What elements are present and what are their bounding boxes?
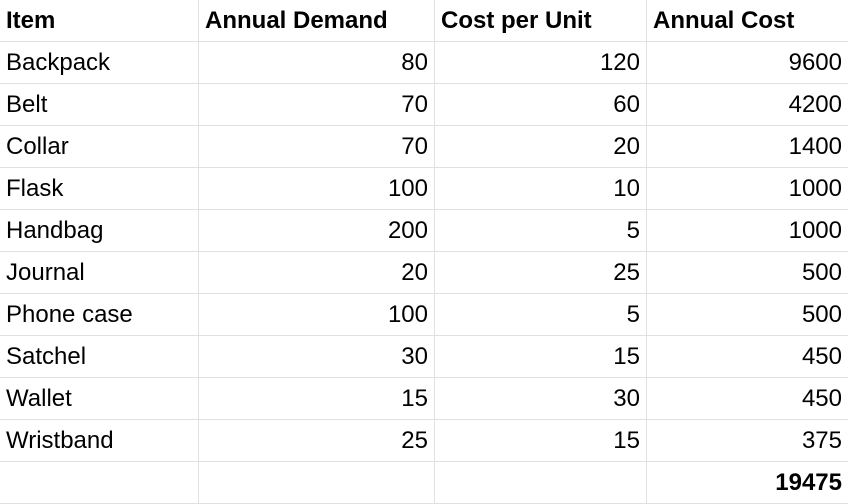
cell-annual-cost[interactable]: 375 bbox=[647, 420, 848, 462]
total-row: 19475 bbox=[0, 462, 848, 504]
cell-annual-cost[interactable]: 1000 bbox=[647, 210, 848, 252]
cell-annual-cost[interactable]: 4200 bbox=[647, 84, 848, 126]
cell-annual-cost[interactable]: 1000 bbox=[647, 168, 848, 210]
cell-item[interactable]: Collar bbox=[0, 126, 199, 168]
cell-annual-cost[interactable]: 1400 bbox=[647, 126, 848, 168]
total-annual-cost-cell[interactable]: 19475 bbox=[647, 462, 848, 504]
cell-annual-demand[interactable]: 100 bbox=[199, 294, 435, 336]
cell-cost-per-unit[interactable]: 5 bbox=[435, 294, 647, 336]
cell-annual-cost[interactable]: 450 bbox=[647, 378, 848, 420]
cell-cost-per-unit[interactable]: 120 bbox=[435, 42, 647, 84]
cell-item[interactable]: Flask bbox=[0, 168, 199, 210]
table-row: Satchel 30 15 450 bbox=[0, 336, 848, 378]
cell-annual-demand[interactable]: 70 bbox=[199, 84, 435, 126]
cell-annual-cost[interactable]: 450 bbox=[647, 336, 848, 378]
cell-item[interactable]: Journal bbox=[0, 252, 199, 294]
cell-cost-per-unit[interactable]: 60 bbox=[435, 84, 647, 126]
cell-item[interactable]: Wallet bbox=[0, 378, 199, 420]
cell-item[interactable]: Phone case bbox=[0, 294, 199, 336]
header-cell-annual-cost[interactable]: Annual Cost bbox=[647, 0, 848, 42]
cell-annual-demand[interactable]: 15 bbox=[199, 378, 435, 420]
table-row: Wallet 15 30 450 bbox=[0, 378, 848, 420]
header-cell-annual-demand[interactable]: Annual Demand bbox=[199, 0, 435, 42]
cell-cost-per-unit[interactable]: 15 bbox=[435, 336, 647, 378]
cell-annual-demand[interactable]: 100 bbox=[199, 168, 435, 210]
cell-cost-per-unit[interactable]: 20 bbox=[435, 126, 647, 168]
table-row: Backpack 80 120 9600 bbox=[0, 42, 848, 84]
header-cell-cost-per-unit[interactable]: Cost per Unit bbox=[435, 0, 647, 42]
cell-annual-demand[interactable]: 25 bbox=[199, 420, 435, 462]
cell-annual-demand[interactable]: 70 bbox=[199, 126, 435, 168]
cell-annual-demand[interactable]: 20 bbox=[199, 252, 435, 294]
cell-cost-per-unit[interactable]: 25 bbox=[435, 252, 647, 294]
table-row: Journal 20 25 500 bbox=[0, 252, 848, 294]
empty-cell[interactable] bbox=[0, 462, 199, 504]
cell-item[interactable]: Belt bbox=[0, 84, 199, 126]
table-row: Belt 70 60 4200 bbox=[0, 84, 848, 126]
empty-cell[interactable] bbox=[435, 462, 647, 504]
cell-item[interactable]: Wristband bbox=[0, 420, 199, 462]
table-row: Flask 100 10 1000 bbox=[0, 168, 848, 210]
cell-item[interactable]: Backpack bbox=[0, 42, 199, 84]
cell-annual-demand[interactable]: 80 bbox=[199, 42, 435, 84]
table-row: Wristband 25 15 375 bbox=[0, 420, 848, 462]
header-row: Item Annual Demand Cost per Unit Annual … bbox=[0, 0, 848, 42]
cell-annual-cost[interactable]: 500 bbox=[647, 294, 848, 336]
cell-item[interactable]: Satchel bbox=[0, 336, 199, 378]
table-row: Handbag 200 5 1000 bbox=[0, 210, 848, 252]
header-cell-item[interactable]: Item bbox=[0, 0, 199, 42]
cell-annual-cost[interactable]: 9600 bbox=[647, 42, 848, 84]
empty-cell[interactable] bbox=[199, 462, 435, 504]
cell-annual-demand[interactable]: 30 bbox=[199, 336, 435, 378]
table-row: Collar 70 20 1400 bbox=[0, 126, 848, 168]
table-row: Phone case 100 5 500 bbox=[0, 294, 848, 336]
cell-cost-per-unit[interactable]: 5 bbox=[435, 210, 647, 252]
cell-cost-per-unit[interactable]: 30 bbox=[435, 378, 647, 420]
cell-cost-per-unit[interactable]: 15 bbox=[435, 420, 647, 462]
cell-annual-demand[interactable]: 200 bbox=[199, 210, 435, 252]
cell-item[interactable]: Handbag bbox=[0, 210, 199, 252]
cell-annual-cost[interactable]: 500 bbox=[647, 252, 848, 294]
cell-cost-per-unit[interactable]: 10 bbox=[435, 168, 647, 210]
